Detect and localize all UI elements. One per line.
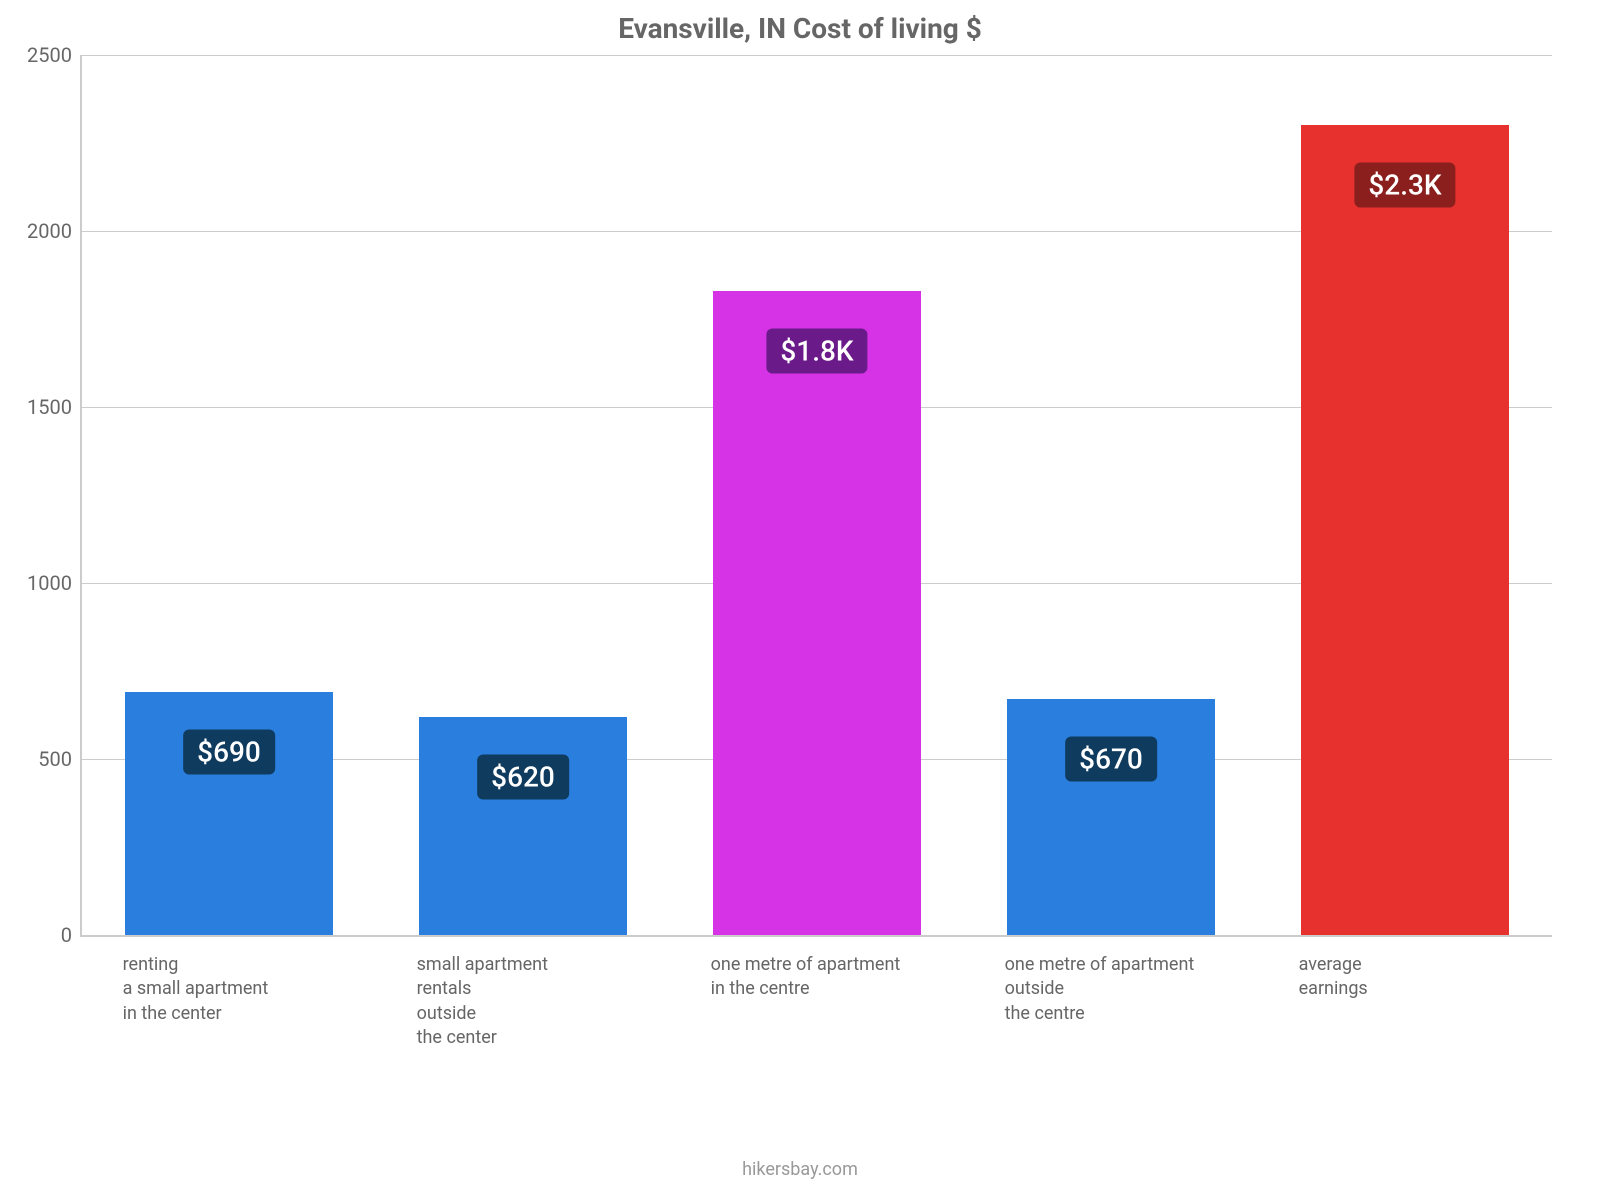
bar-value-label: $2.3K xyxy=(1354,163,1455,208)
bar xyxy=(1301,125,1510,935)
bar xyxy=(1007,699,1216,935)
plot-area: 05001000150020002500$690$620$1.8K$670$2.… xyxy=(80,55,1552,937)
x-axis-label: one metre of apartment outside the centr… xyxy=(1005,953,1254,1026)
x-axis-label: average earnings xyxy=(1299,953,1548,1002)
chart-title: Evansville, IN Cost of living $ xyxy=(0,12,1600,45)
bar-slot: $670 xyxy=(1007,55,1216,935)
bar-slot: $2.3K xyxy=(1301,55,1510,935)
credit-text: hikersbay.com xyxy=(0,1159,1600,1180)
bar-value-label: $1.8K xyxy=(766,328,867,373)
bar xyxy=(713,291,922,935)
bar-value-label: $670 xyxy=(1065,737,1157,782)
bar-slot: $690 xyxy=(125,55,334,935)
x-axis-label: renting a small apartment in the center xyxy=(123,953,372,1026)
bar-value-label: $690 xyxy=(183,730,275,775)
chart-container: Evansville, IN Cost of living $ 0 500 1000… xyxy=(0,0,1600,1200)
bar-value-label: $620 xyxy=(477,754,569,799)
y-tick-label: 2000 xyxy=(12,219,82,243)
y-tick-label: 2500 xyxy=(12,43,82,67)
bar-slot: $1.8K xyxy=(713,55,922,935)
bar xyxy=(419,717,628,935)
y-tick-label: 0 xyxy=(12,923,82,947)
bar xyxy=(125,692,334,935)
y-tick-label: 1000 xyxy=(12,571,82,595)
y-tick-label: 1500 xyxy=(12,395,82,419)
y-tick-label: 500 xyxy=(12,747,82,771)
bar-slot: $620 xyxy=(419,55,628,935)
x-axis-label: one metre of apartment in the centre xyxy=(711,953,960,1002)
x-axis-label: small apartment rentals outside the cent… xyxy=(417,953,666,1050)
